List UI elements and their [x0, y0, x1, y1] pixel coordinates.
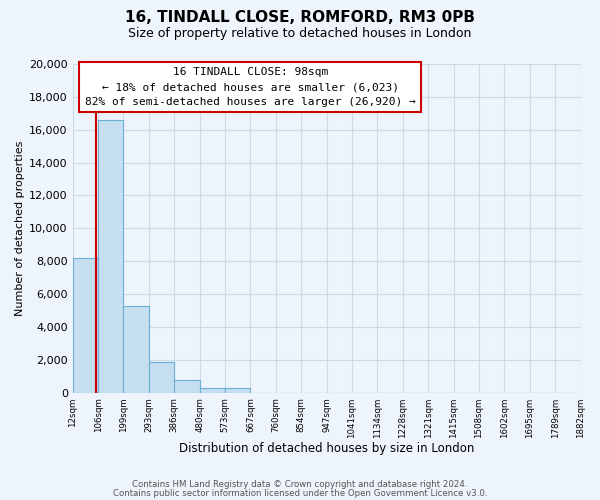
Bar — [124, 306, 149, 392]
Text: 16 TINDALL CLOSE: 98sqm
← 18% of detached houses are smaller (6,023)
82% of semi: 16 TINDALL CLOSE: 98sqm ← 18% of detache… — [85, 68, 416, 107]
Text: Contains HM Land Registry data © Crown copyright and database right 2024.: Contains HM Land Registry data © Crown c… — [132, 480, 468, 489]
Bar — [149, 362, 174, 392]
X-axis label: Distribution of detached houses by size in London: Distribution of detached houses by size … — [179, 442, 474, 455]
Text: 16, TINDALL CLOSE, ROMFORD, RM3 0PB: 16, TINDALL CLOSE, ROMFORD, RM3 0PB — [125, 10, 475, 25]
Bar — [225, 388, 250, 392]
Bar — [174, 380, 200, 392]
Text: Size of property relative to detached houses in London: Size of property relative to detached ho… — [128, 28, 472, 40]
Text: Contains public sector information licensed under the Open Government Licence v3: Contains public sector information licen… — [113, 488, 487, 498]
Bar — [73, 258, 98, 392]
Y-axis label: Number of detached properties: Number of detached properties — [15, 140, 25, 316]
Bar — [200, 388, 225, 392]
Bar — [98, 120, 124, 392]
